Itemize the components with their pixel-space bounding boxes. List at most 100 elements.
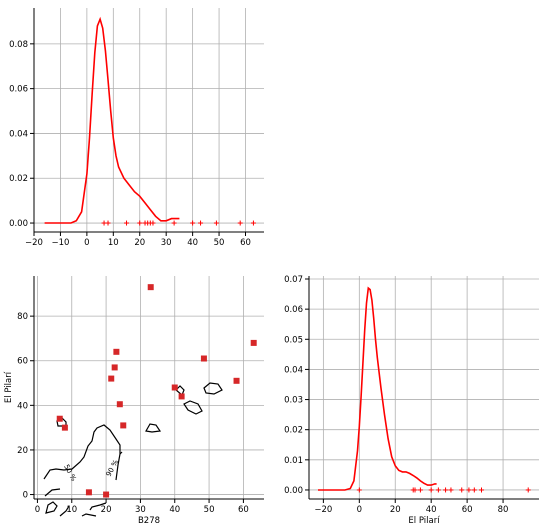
y-tick-label: 0.07 <box>284 275 303 285</box>
data-point <box>116 401 123 408</box>
data-point <box>200 355 207 362</box>
kde-panel-b278: −20 −10 0 10 20 30 40 50 60 0.00 0.02 0.04 0.06 0.08 <box>9 8 264 248</box>
data-point <box>250 339 257 346</box>
density-curve <box>318 286 437 491</box>
rug-marker <box>124 220 130 226</box>
data-point <box>120 422 127 429</box>
x-tick-label: 50 <box>204 505 215 515</box>
y-tick-label: 0.08 <box>9 40 28 50</box>
x-tick-label: 20 <box>134 238 145 248</box>
x-tick-label: 20 <box>101 505 112 515</box>
rug-marker <box>466 487 472 493</box>
y-tick-label: 60 <box>17 357 28 367</box>
y-tick-label: 0.03 <box>284 396 303 406</box>
data-point <box>85 489 92 496</box>
x-tick-label: 20 <box>390 505 401 515</box>
x-tick-label: 0 <box>35 505 40 515</box>
contour-line <box>175 385 185 396</box>
density-contours <box>43 382 223 517</box>
data-point <box>113 348 120 355</box>
x-tick-label: 40 <box>426 505 437 515</box>
contour-line <box>81 513 97 517</box>
rug-marker <box>356 487 362 493</box>
contour-line <box>45 501 58 514</box>
x-tick-label: 40 <box>187 238 198 248</box>
rug-marker <box>198 220 204 226</box>
y-tick-label: 0.06 <box>284 305 303 315</box>
y-tick-label: 0.00 <box>284 486 303 496</box>
rug-marker <box>137 220 143 226</box>
contour-line <box>145 423 162 433</box>
x-tick-label: −20 <box>314 505 332 515</box>
x-tick-label: 30 <box>161 238 172 248</box>
rug-marker <box>428 487 434 493</box>
contour-line <box>44 488 61 497</box>
x-tick-label: 40 <box>169 505 180 515</box>
contour-line <box>43 424 121 481</box>
data-point <box>147 284 154 291</box>
contour-line <box>203 382 223 395</box>
rug-marker <box>171 220 177 226</box>
rug-marker <box>190 220 196 226</box>
rug-marker <box>459 487 465 493</box>
rug-marker <box>443 487 449 493</box>
y-tick-label: 0.04 <box>284 365 303 375</box>
x-axis-label: El Pilarí <box>408 516 440 526</box>
data-point <box>233 377 240 384</box>
rug-marker <box>150 220 156 226</box>
data-point <box>56 415 63 422</box>
gridlines <box>309 276 539 499</box>
data-point <box>178 393 185 400</box>
x-tick-label: −10 <box>51 238 69 248</box>
x-tick-label: 0 <box>84 238 89 248</box>
y-tick-label: 0 <box>23 491 28 501</box>
data-point <box>108 375 115 382</box>
x-tick-label: 10 <box>66 505 77 515</box>
y-tick-label: 0.05 <box>284 335 303 345</box>
x-tick-label: 50 <box>214 238 225 248</box>
x-tick-label: 30 <box>135 505 146 515</box>
y-tick-label: 0.02 <box>284 426 303 436</box>
gridlines <box>33 8 264 232</box>
density-curve <box>44 16 180 224</box>
rug-marker <box>525 487 531 493</box>
y-tick-label: 0.02 <box>9 174 28 184</box>
rug-marker <box>213 220 219 226</box>
y-axis-label: El Pilarí <box>4 371 14 403</box>
y-tick-label: 0.06 <box>9 85 28 95</box>
rug-marker <box>448 487 454 493</box>
y-tick-label: 20 <box>17 446 28 456</box>
data-point <box>103 491 110 498</box>
y-tick-label: 0.04 <box>9 129 28 139</box>
contour-line <box>183 400 203 415</box>
gridlines <box>34 276 264 499</box>
x-tick-label: 80 <box>498 505 509 515</box>
y-tick-label: 40 <box>17 401 28 411</box>
x-tick-label: −20 <box>25 238 43 248</box>
x-tick-label: 60 <box>462 505 473 515</box>
rug-marker <box>237 220 243 226</box>
x-tick-label: 0 <box>357 505 362 515</box>
rug-marker <box>417 487 423 493</box>
x-tick-label: 10 <box>108 238 119 248</box>
rug-marker <box>412 487 418 493</box>
contour-line <box>119 451 123 455</box>
kde-panel-el-pilari: −20 0 20 40 60 80 0.00 0.01 0.02 0.03 0.04 0.05 0.06… <box>284 275 539 526</box>
x-axis-label: B278 <box>138 516 160 526</box>
data-point <box>111 364 118 371</box>
y-tick-label: 0.01 <box>284 456 303 466</box>
data-point <box>171 384 178 391</box>
contour-line <box>89 502 107 511</box>
y-tick-label: 80 <box>17 312 28 322</box>
rug-marker <box>435 487 441 493</box>
rug-marker <box>471 487 477 493</box>
rug-marker <box>250 220 256 226</box>
contour-line <box>59 505 70 517</box>
rug-marker <box>479 487 484 493</box>
data-point <box>61 424 68 431</box>
x-tick-label: 60 <box>240 238 251 248</box>
y-tick-label: 0.00 <box>9 219 28 229</box>
rug-marker <box>105 220 111 226</box>
